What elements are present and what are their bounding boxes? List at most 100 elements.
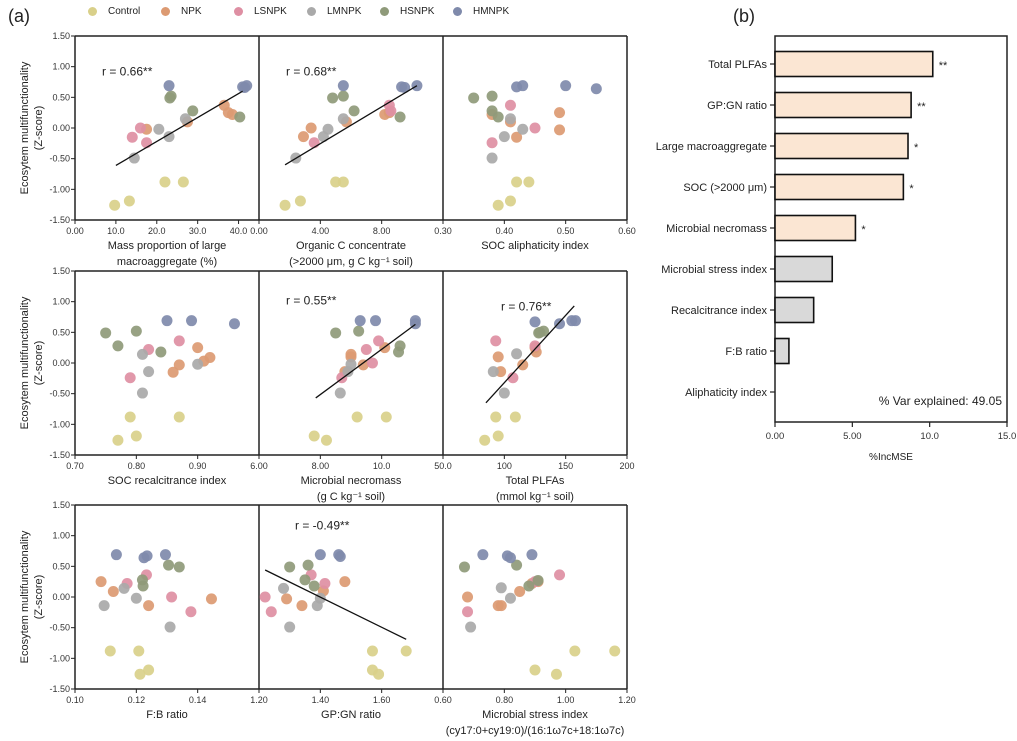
data-point <box>259 591 271 603</box>
data-point <box>357 359 369 371</box>
x-axis-label-unit: (g C kg⁻¹ soil) <box>317 491 385 503</box>
y-tick-label: -0.50 <box>49 154 70 164</box>
data-point <box>337 113 349 125</box>
data-point <box>163 80 175 92</box>
data-point <box>187 105 199 117</box>
y-tick-label: -1.00 <box>49 653 70 663</box>
data-point <box>186 315 198 327</box>
data-point <box>143 600 155 612</box>
x-tick-label: 10.0 <box>107 226 125 236</box>
data-point <box>366 357 378 369</box>
x-tick-label: 0.90 <box>189 461 207 471</box>
bar-category-label: Microbial stress index <box>661 264 767 276</box>
data-point <box>104 645 116 657</box>
bar <box>774 173 905 201</box>
bar <box>774 255 834 283</box>
data-point <box>134 668 146 680</box>
data-point <box>504 113 516 125</box>
data-point <box>560 80 572 92</box>
x-axis-label-unit: (>2000 μm, g C kg⁻¹ soil) <box>289 256 413 268</box>
data-point <box>462 591 474 603</box>
data-point <box>334 551 346 563</box>
y-axis-label: Ecosytem multifunctionality <box>19 296 31 429</box>
y-tick-label: 1.50 <box>52 31 70 41</box>
x-tick-label: 0.30 <box>434 226 452 236</box>
data-point <box>554 124 566 136</box>
y-tick-label: -0.50 <box>49 623 70 633</box>
legend-item: LSNPK <box>234 6 307 17</box>
data-point <box>234 111 246 123</box>
data-point <box>360 344 372 356</box>
data-point <box>167 366 179 378</box>
data-point <box>569 645 581 657</box>
data-point <box>504 99 516 111</box>
x-tick-label: 1.20 <box>618 695 636 705</box>
x-axis-label-unit: (mmol kg⁻¹ soil) <box>496 491 574 503</box>
bar-category-label: SOC (>2000 μm) <box>683 182 767 194</box>
data-point <box>400 645 412 657</box>
data-point <box>569 315 581 327</box>
correlation-annotation: r = 0.66** <box>102 64 153 78</box>
y-tick-label: 0.50 <box>52 561 70 571</box>
data-point <box>130 430 142 442</box>
data-point <box>492 430 504 442</box>
y-tick-label: -1.50 <box>49 684 70 694</box>
x-tick-label: 0.00 <box>66 226 84 236</box>
legend: Control NPK LSNPK LMNPK HSNPK HMNPK <box>88 6 526 17</box>
data-point <box>504 195 516 207</box>
y-axis-label-unit: (Z-score) <box>33 575 45 620</box>
x-axis-label: SOC aliphaticity index <box>481 240 589 252</box>
data-point <box>143 664 155 676</box>
data-point <box>100 327 112 339</box>
legend-marker-icon <box>88 7 97 16</box>
y-tick-label: -1.50 <box>49 215 70 225</box>
data-point <box>511 559 523 571</box>
significance-marker: ** <box>939 60 948 72</box>
data-point <box>302 559 314 571</box>
data-point <box>153 123 165 135</box>
data-point <box>284 561 296 573</box>
panel-b-label: (b) <box>733 6 755 26</box>
data-point <box>511 176 523 188</box>
data-point <box>109 199 121 211</box>
y-axis-label-unit: (Z-score) <box>33 106 45 151</box>
x-tick-label: 1.00 <box>557 695 575 705</box>
legend-marker-icon <box>234 7 243 16</box>
data-point <box>498 387 510 399</box>
data-point <box>239 82 251 94</box>
data-point <box>462 606 474 618</box>
data-point <box>507 372 519 384</box>
data-point <box>550 668 562 680</box>
data-point <box>465 621 477 633</box>
x-axis-label: %IncMSE <box>869 452 913 463</box>
x-tick-label: 10.0 <box>920 431 939 442</box>
data-point <box>354 315 366 327</box>
y-tick-label: 1.50 <box>52 500 70 510</box>
bar-category-label: Large macroaggregate <box>656 141 767 153</box>
y-tick-label: -1.50 <box>49 450 70 460</box>
data-point <box>529 340 541 352</box>
data-point <box>554 107 566 119</box>
x-tick-label: 20.0 <box>148 226 166 236</box>
y-axis-label-unit: (Z-score) <box>33 341 45 386</box>
legend-item: LMNPK <box>307 6 380 17</box>
data-point <box>159 549 171 561</box>
data-point <box>155 346 167 358</box>
data-point <box>141 137 153 149</box>
data-point <box>334 387 346 399</box>
x-axis-label: Mass proportion of large <box>108 240 227 252</box>
data-point <box>327 92 339 104</box>
x-tick-label: 30.0 <box>189 226 207 236</box>
x-axis-label: F:B ratio <box>146 709 188 721</box>
bar <box>774 132 909 160</box>
data-point <box>517 123 529 135</box>
x-tick-label: 6.00 <box>250 461 268 471</box>
data-point <box>205 593 217 605</box>
significance-marker: * <box>914 142 919 154</box>
data-point <box>159 176 171 188</box>
significance-marker: ** <box>917 101 926 113</box>
bar <box>774 50 934 78</box>
x-tick-label: 0.50 <box>557 226 575 236</box>
legend-label: LMNPK <box>327 6 362 17</box>
